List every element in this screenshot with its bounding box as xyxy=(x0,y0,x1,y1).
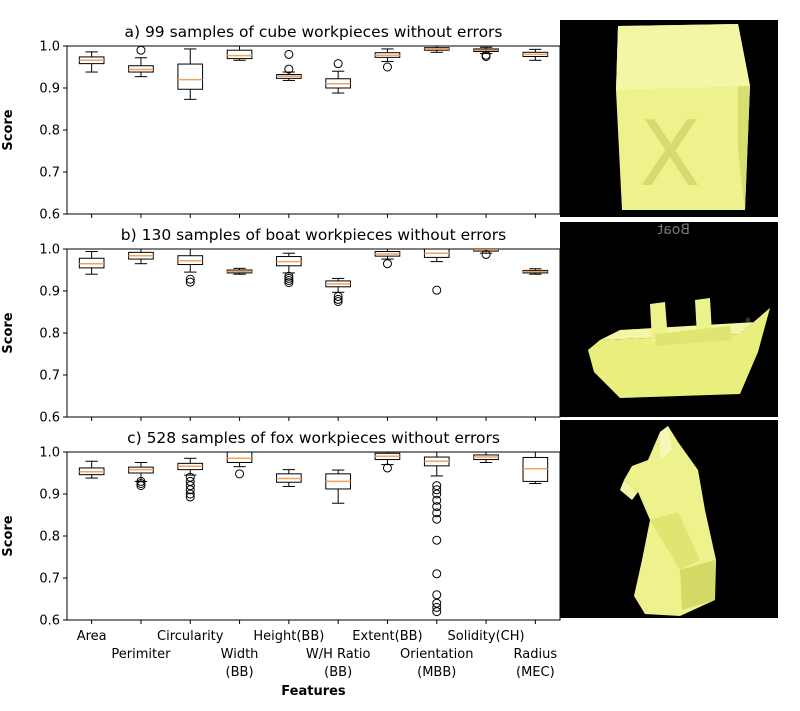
box-flier xyxy=(284,271,294,281)
boat-mirror-text: Boat xyxy=(657,222,690,238)
box-flier xyxy=(284,278,294,288)
y-tick-label: 0.8 xyxy=(39,124,60,139)
y-tick-label: 0.7 xyxy=(39,572,60,587)
chart-title: b) 130 samples of boat workpieces withou… xyxy=(121,226,506,244)
box-flier xyxy=(481,249,491,259)
box xyxy=(226,451,253,463)
box-flier xyxy=(185,472,195,482)
box-flier xyxy=(136,476,146,486)
y-axis-label: Score xyxy=(1,312,16,353)
box-flier xyxy=(185,492,195,502)
x-tick-label: Area xyxy=(77,629,107,644)
box-flier xyxy=(481,50,491,60)
box-flier xyxy=(382,62,392,72)
y-axis-label: Score xyxy=(1,515,16,556)
y-tick-label: 0.9 xyxy=(39,82,60,97)
box-flier xyxy=(432,495,442,505)
box xyxy=(177,63,204,90)
box-flier xyxy=(136,479,146,488)
y-tick-label: 0.8 xyxy=(39,530,60,545)
x-tick-label: Width xyxy=(221,647,259,662)
y-tick-label: 0.6 xyxy=(39,411,60,426)
box-flier xyxy=(432,285,442,295)
box-flier xyxy=(333,59,343,69)
cube-workpiece-photo: X xyxy=(560,20,778,217)
y-tick-label: 1.0 xyxy=(39,40,60,55)
x-tick-label: (MBB) xyxy=(417,665,456,680)
box-flier xyxy=(185,476,195,486)
x-tick-label: Perimiter xyxy=(111,647,171,662)
y-tick-label: 0.7 xyxy=(39,369,60,384)
y-axis-label: Score xyxy=(1,109,16,150)
box-flier xyxy=(382,463,392,473)
box-flier xyxy=(432,514,442,524)
x-axis-label: Features xyxy=(281,684,346,699)
y-tick-label: 0.7 xyxy=(39,166,60,181)
axes-frame xyxy=(66,248,561,418)
box-flier xyxy=(284,276,294,285)
x-tick-label: Extent(BB) xyxy=(352,629,422,644)
y-tick-label: 1.0 xyxy=(39,446,60,461)
box-flier xyxy=(333,291,343,301)
box xyxy=(226,49,253,60)
box-flier xyxy=(136,45,146,55)
x-tick-label: Orientation xyxy=(400,647,473,662)
box-flier xyxy=(185,274,195,284)
box-flier xyxy=(432,508,442,518)
x-tick-label: W/H Ratio xyxy=(306,647,371,662)
y-tick-label: 0.8 xyxy=(39,327,60,342)
box-flier xyxy=(432,485,442,495)
y-tick-label: 0.9 xyxy=(39,488,60,503)
box-flier xyxy=(136,481,146,491)
y-tick-label: 0.9 xyxy=(39,285,60,300)
x-tick-label: Solidity(CH) xyxy=(448,629,525,644)
box-flier xyxy=(432,535,442,545)
box-flier xyxy=(333,294,343,304)
box-flier xyxy=(284,273,294,283)
x-tick-label: Radius xyxy=(514,647,558,662)
cube-marking-text: X xyxy=(639,102,701,207)
box-flier xyxy=(185,277,195,287)
x-tick-label: Circularity xyxy=(157,629,224,644)
chart-title: c) 528 samples of fox workpieces without… xyxy=(127,429,500,447)
box-flier xyxy=(432,569,442,579)
axes-frame xyxy=(66,45,561,215)
y-tick-label: 0.6 xyxy=(39,614,60,629)
x-tick-label: (BB) xyxy=(324,665,352,680)
box-flier xyxy=(333,297,343,306)
box-flier xyxy=(432,481,442,491)
x-tick-label: Height(BB) xyxy=(253,629,324,644)
y-tick-label: 1.0 xyxy=(39,243,60,258)
box-flier xyxy=(284,64,294,74)
box-flier xyxy=(235,469,245,479)
boat-workpiece-photo: Boat xyxy=(560,222,778,417)
box-flier xyxy=(432,602,442,612)
box-flier xyxy=(382,259,392,269)
box-flier xyxy=(432,590,442,600)
box-flier xyxy=(432,502,442,512)
x-tick-label: (MEC) xyxy=(516,665,555,680)
chart-title: a) 99 samples of cube workpieces without… xyxy=(124,23,502,41)
x-tick-label: (BB) xyxy=(226,665,254,680)
box-flier xyxy=(284,49,294,59)
y-tick-label: 0.6 xyxy=(39,208,60,223)
fox-workpiece-photo xyxy=(560,420,778,618)
